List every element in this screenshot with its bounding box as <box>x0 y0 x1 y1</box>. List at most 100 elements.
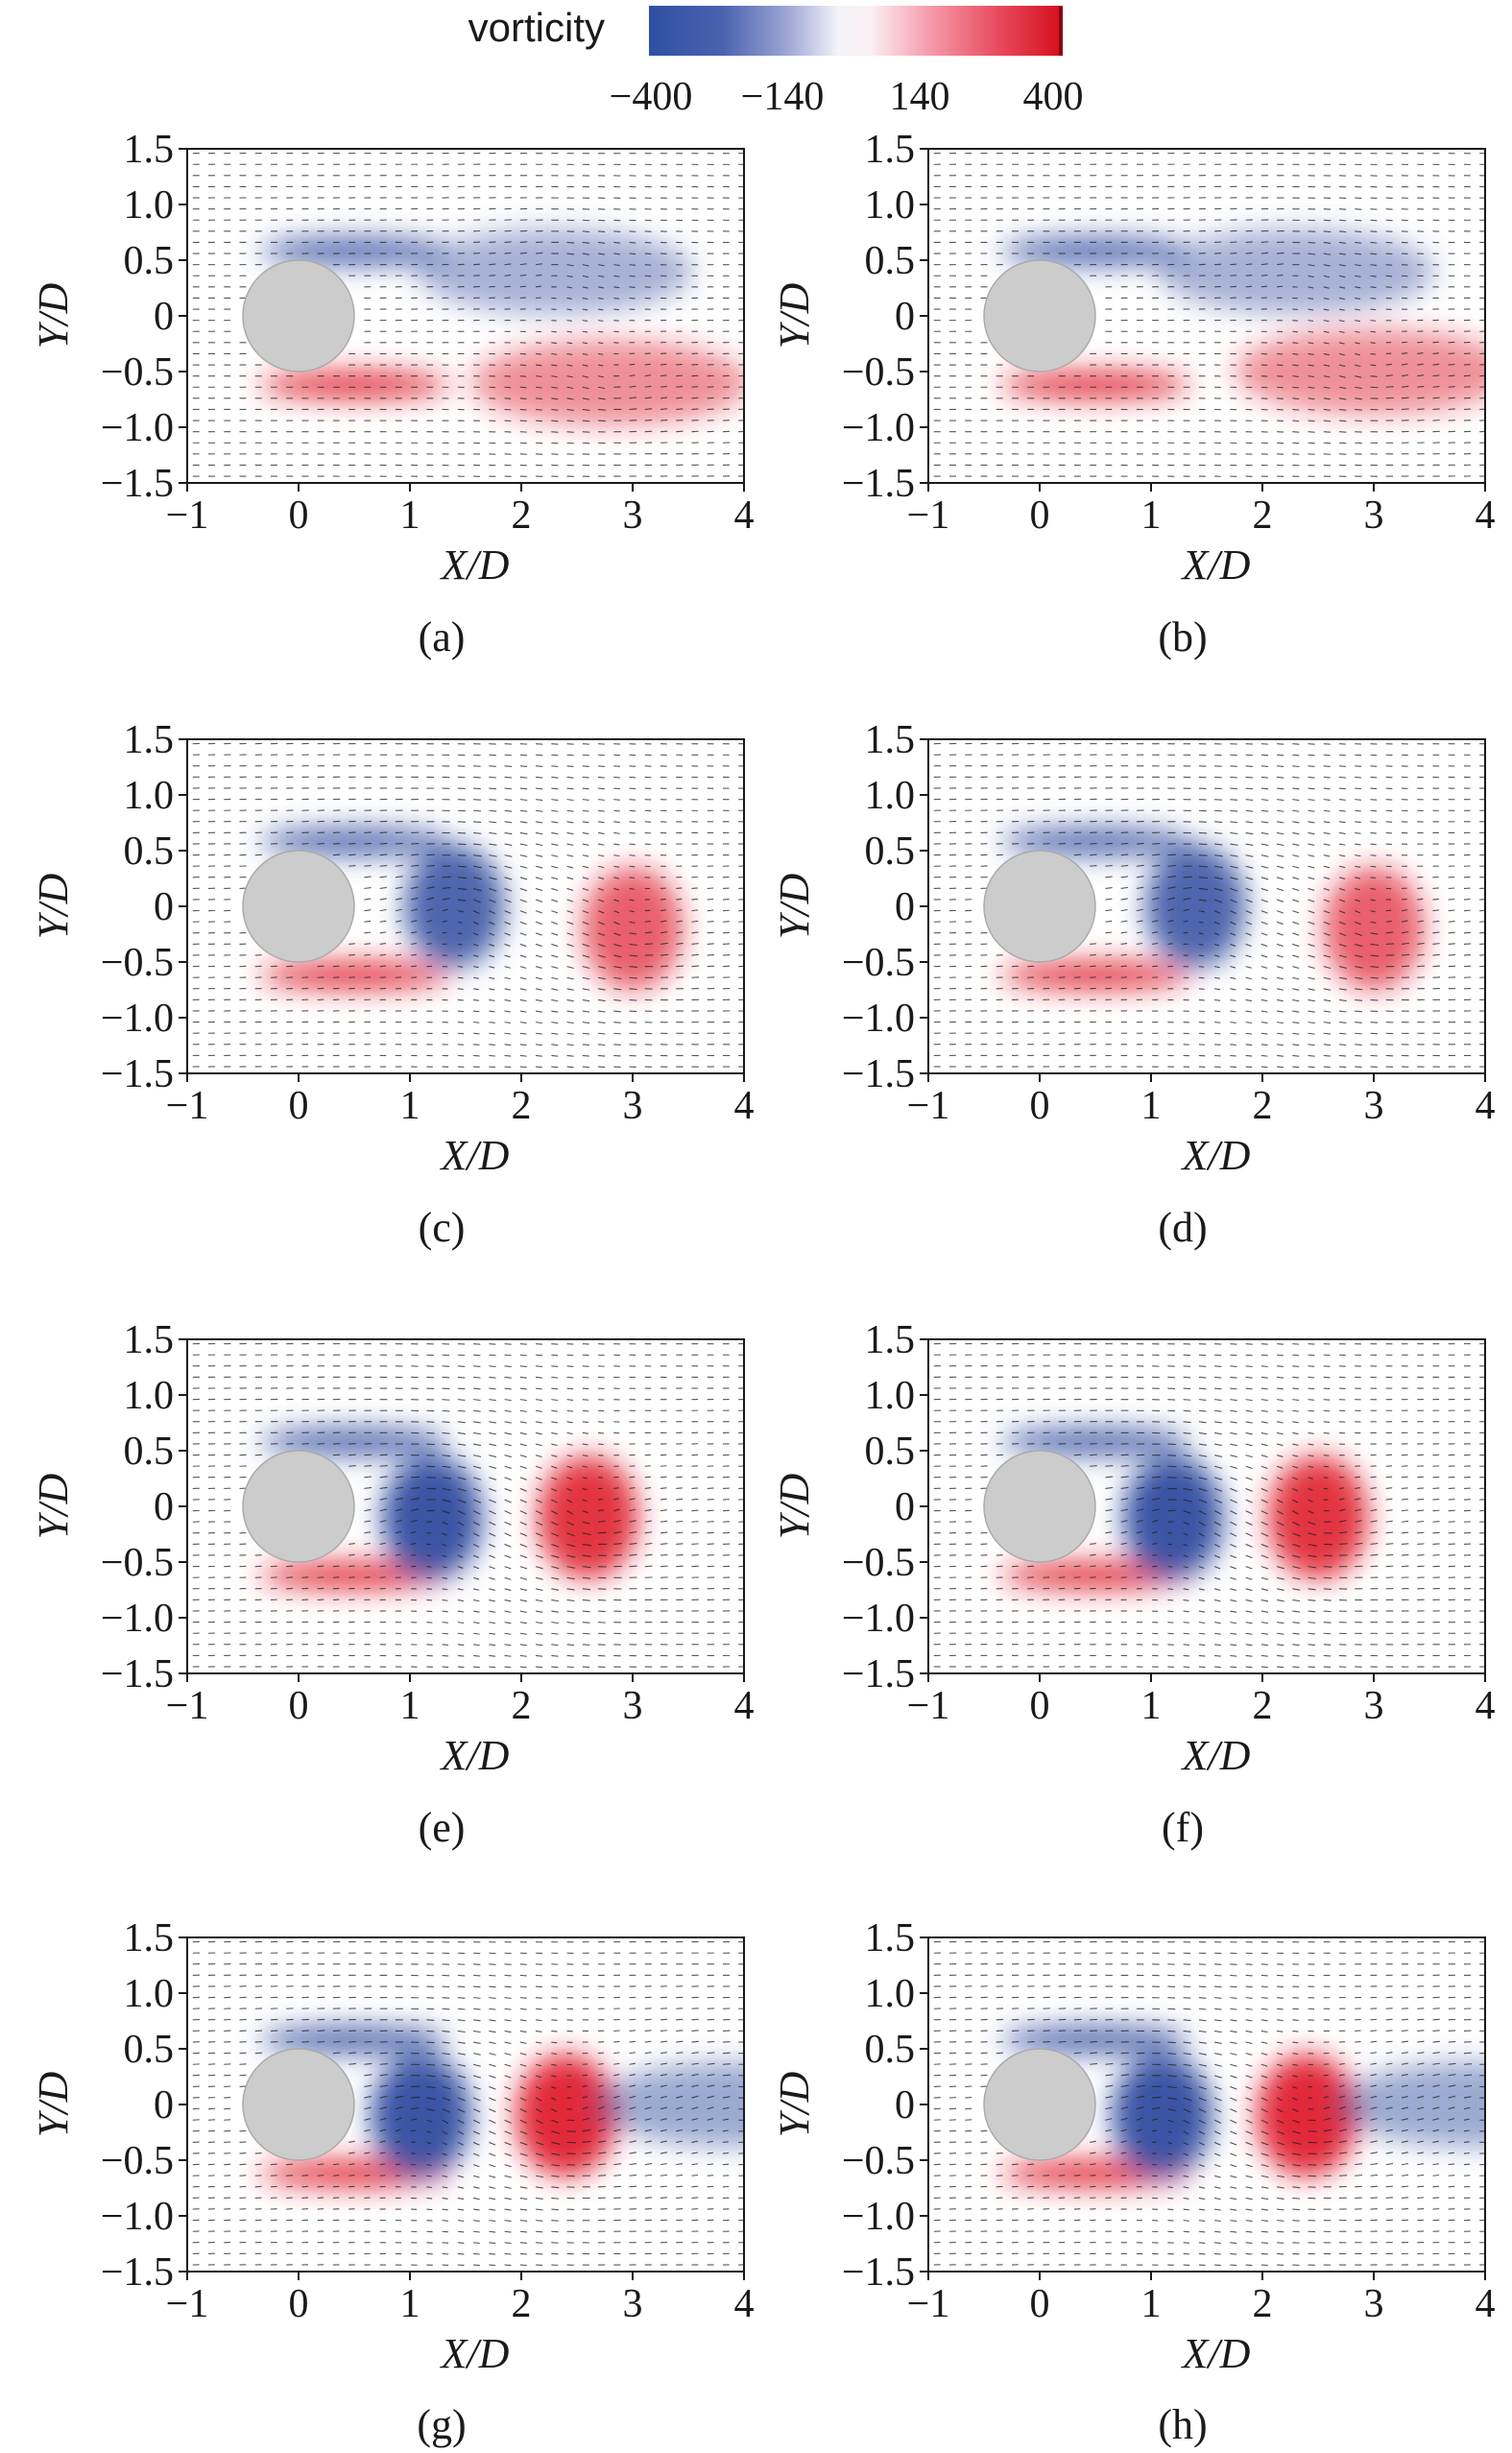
velocity-arrow <box>535 1487 542 1492</box>
velocity-arrow <box>519 1032 527 1035</box>
velocity-arrow <box>613 1487 619 1489</box>
velocity-arrow <box>613 843 620 846</box>
velocity-arrow <box>1338 943 1347 948</box>
velocity-arrow <box>1323 776 1331 779</box>
velocity-arrow <box>1338 375 1346 378</box>
velocity-arrow <box>629 954 638 957</box>
velocity-arrow <box>629 1010 637 1013</box>
velocity-arrow <box>1338 230 1347 233</box>
velocity-arrow <box>535 1010 542 1013</box>
velocity-arrow <box>379 1565 386 1568</box>
velocity-arrow <box>426 876 435 878</box>
velocity-arrow <box>519 1588 528 1592</box>
velocity-arrow <box>1432 965 1441 968</box>
velocity-arrow <box>551 1599 560 1602</box>
y-tick-label: 1.5 <box>124 718 175 762</box>
velocity-arrow <box>519 1421 527 1424</box>
velocity-arrow <box>411 1508 420 1512</box>
velocity-arrow <box>1277 408 1284 411</box>
velocity-arrow <box>597 899 605 902</box>
velocity-arrow <box>489 877 497 880</box>
velocity-arrow <box>551 743 559 745</box>
velocity-arrow <box>504 943 511 948</box>
vortex-positive <box>538 1455 638 1579</box>
velocity-arrow <box>504 998 511 1002</box>
velocity-arrow <box>551 1588 560 1591</box>
velocity-arrow <box>472 932 479 936</box>
velocity-arrow <box>582 854 589 857</box>
velocity-arrow <box>1292 330 1299 333</box>
velocity-arrow <box>1370 241 1378 244</box>
velocity-arrow <box>1292 431 1300 433</box>
velocity-arrow <box>473 1032 480 1035</box>
velocity-arrow <box>1152 897 1160 901</box>
velocity-arrow <box>1152 953 1158 956</box>
velocity-arrow <box>1323 286 1330 289</box>
shear-layer-negative <box>259 1428 449 1455</box>
velocity-arrow <box>1136 908 1143 912</box>
velocity-arrow <box>442 1632 448 1635</box>
velocity-arrow <box>1230 954 1236 958</box>
velocity-arrow <box>519 1644 527 1647</box>
velocity-arrow <box>519 1554 528 1559</box>
velocity-arrow <box>1230 932 1236 936</box>
velocity-arrow <box>1136 898 1144 901</box>
velocity-arrow <box>582 352 588 356</box>
velocity-arrow <box>1308 286 1314 289</box>
velocity-arrow <box>504 1421 512 1424</box>
velocity-arrow <box>1417 909 1424 912</box>
velocity-arrow <box>1198 899 1208 902</box>
velocity-arrow <box>582 320 588 323</box>
velocity-arrow <box>411 953 417 956</box>
velocity-arrow <box>707 953 715 956</box>
velocity-arrow <box>1308 1022 1315 1024</box>
x-tick-label: 0 <box>289 1084 309 1128</box>
velocity-arrow <box>1355 910 1361 914</box>
velocity-arrow <box>566 1566 576 1569</box>
velocity-arrow <box>566 954 574 958</box>
velocity-arrow <box>1308 241 1316 244</box>
velocity-arrow <box>395 1476 404 1479</box>
velocity-arrow <box>551 998 559 1002</box>
velocity-arrow <box>1214 1032 1221 1035</box>
velocity-arrow <box>1370 865 1377 868</box>
velocity-arrow <box>1230 809 1238 812</box>
velocity-arrow <box>1136 842 1144 845</box>
velocity-arrow <box>613 1543 622 1545</box>
velocity-arrow <box>613 765 621 767</box>
velocity-arrow <box>1401 352 1408 354</box>
velocity-arrow <box>1292 1022 1300 1024</box>
velocity-arrow <box>582 921 589 926</box>
y-tick-label: 0.5 <box>865 830 916 874</box>
velocity-arrow <box>411 931 418 934</box>
velocity-arrow <box>504 1532 512 1537</box>
velocity-arrow <box>597 320 604 322</box>
velocity-arrow <box>722 943 731 945</box>
velocity-arrow <box>1355 352 1360 356</box>
velocity-arrow <box>1370 352 1376 355</box>
velocity-arrow <box>1276 877 1284 880</box>
velocity-arrow <box>1355 297 1361 300</box>
velocity-arrow <box>411 1553 417 1556</box>
velocity-arrow <box>582 754 589 757</box>
velocity-arrow <box>519 1610 527 1613</box>
velocity-arrow <box>411 1487 420 1489</box>
velocity-arrow <box>676 1531 684 1534</box>
velocity-arrow <box>1292 342 1299 345</box>
velocity-arrow <box>551 877 559 880</box>
velocity-arrow <box>1308 910 1315 914</box>
velocity-arrow <box>691 1498 699 1501</box>
velocity-arrow <box>489 275 496 277</box>
velocity-arrow <box>676 909 683 912</box>
velocity-arrow <box>457 998 464 1001</box>
velocity-arrow <box>629 374 636 377</box>
velocity-arrow <box>1260 1010 1268 1013</box>
velocity-arrow <box>597 386 606 390</box>
velocity-vectors <box>192 152 744 477</box>
velocity-arrow <box>629 809 636 812</box>
velocity-arrow <box>504 966 511 969</box>
velocity-arrow <box>1432 352 1440 354</box>
velocity-arrow <box>582 877 589 880</box>
velocity-arrow <box>1276 932 1284 936</box>
velocity-arrow <box>582 364 588 367</box>
